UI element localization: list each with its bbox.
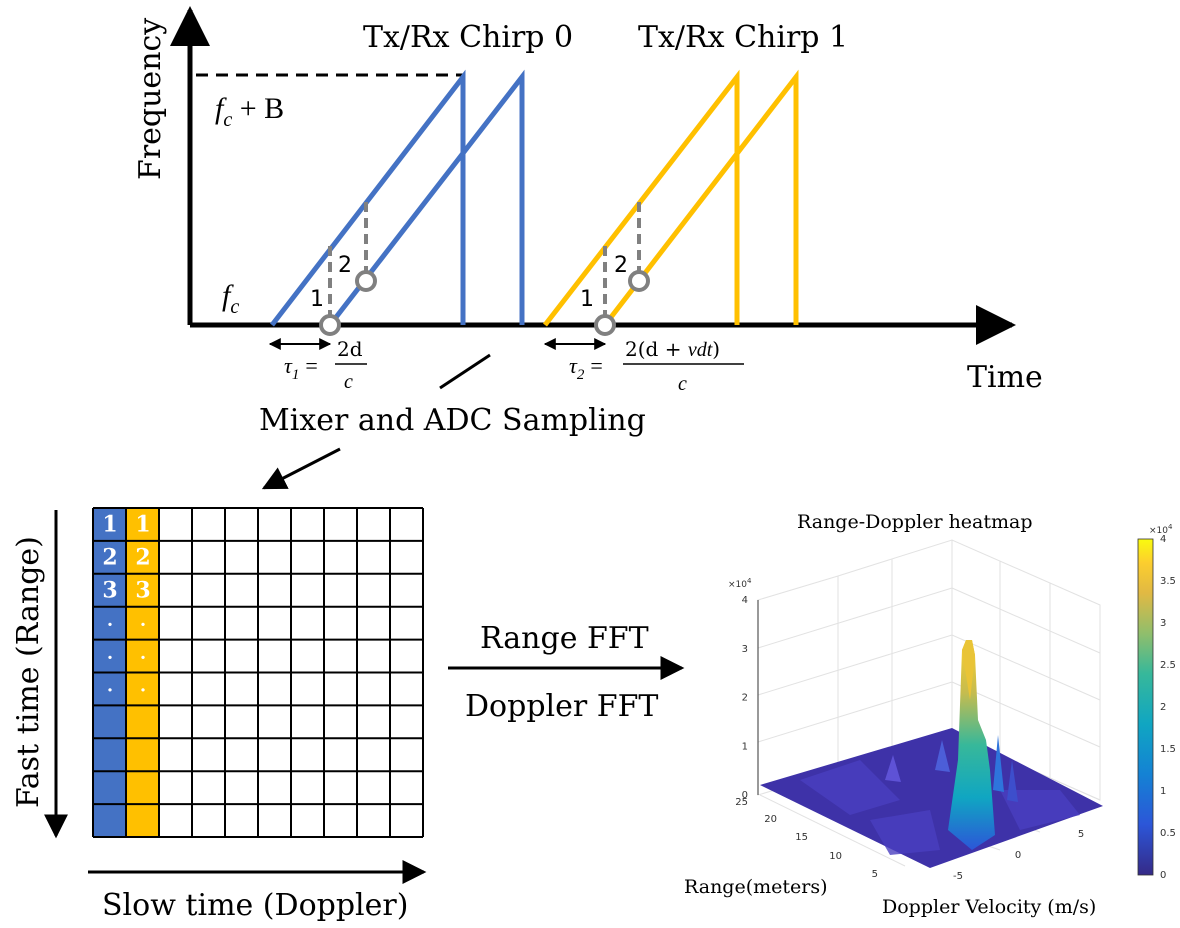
heatmap-main-peak: [948, 640, 995, 850]
colorbar-tick-label: 2.5: [1160, 660, 1176, 671]
heatmap-z-axis: ×104 0 1 2 3 4: [728, 577, 759, 801]
svg-text:2(d + vdt): 2(d + vdt): [625, 337, 720, 361]
fft-step: Range FFT Doppler FFT: [448, 621, 685, 724]
sample-label-1: 1: [580, 287, 594, 312]
sample-marker-1: [319, 314, 341, 336]
heatmap-surface-noise: [800, 760, 1080, 855]
chirp-0-label: Tx/Rx Chirp 0: [363, 20, 573, 55]
time-axis-label: Time: [967, 360, 1043, 395]
colorbar-tick-label: 1.5: [1160, 744, 1176, 755]
chirp-1: [543, 69, 799, 327]
doppler-fft-label: Doppler FFT: [465, 689, 658, 724]
tau-2-annotation: τ2 = 2(d + vdt) c: [543, 337, 744, 395]
svg-text:2d: 2d: [337, 337, 363, 361]
range-fft-label: Range FFT: [480, 621, 649, 656]
chirp-1-tx: [543, 69, 740, 327]
z-exponent: ×104: [728, 577, 752, 590]
chirp-0-rx: [328, 69, 525, 327]
frequency-axis-label: Frequency: [133, 18, 168, 180]
mixer-adc-step: Mixer and ADC Sampling: [259, 353, 646, 490]
sample-label-2: 2: [338, 253, 352, 278]
sample-marker-2: [628, 270, 650, 292]
heatmap-doppler-axis: -5 0 5 Doppler Velocity (m/s): [882, 829, 1096, 918]
fc-plus-b-label: fc + B: [215, 92, 284, 131]
matrix-sample-label: ·: [107, 680, 113, 701]
doppler-tick-label: 0: [1015, 850, 1021, 861]
z-tick-label: 4: [742, 595, 748, 606]
slow-time-label: Slow time (Doppler): [102, 888, 408, 923]
matrix-sample-label: 2: [102, 545, 117, 571]
range-tick-label: 5: [872, 869, 878, 880]
svg-text:c: c: [678, 373, 687, 395]
matrix-sample-label: ·: [140, 614, 146, 635]
colorbar-tick-label: 0.5: [1160, 828, 1176, 839]
heatmap-small-peaks: [885, 735, 1018, 802]
matrix-grid: [92, 507, 424, 838]
range-doppler-heatmap: Range-Doppler heatmap: [684, 511, 1176, 918]
fast-time-label: Fast time (Range): [11, 536, 46, 808]
z-tick-label: 0: [742, 790, 748, 801]
range-tick-label: 25: [735, 797, 748, 808]
sample-label-2: 2: [614, 253, 628, 278]
colorbar-tick-label: 4: [1160, 534, 1166, 545]
matrix-sample-label: 1: [135, 512, 150, 538]
sample-marker-1: [594, 314, 616, 336]
doppler-axis-label: Doppler Velocity (m/s): [882, 896, 1096, 918]
matrix-sample-label: ·: [107, 614, 113, 635]
z-tick-label: 2: [742, 693, 748, 704]
colorbar-tick-label: 3.5: [1160, 576, 1176, 587]
chirp-0-sample-markers: 1 2: [310, 200, 377, 336]
matrix-sample-label: 3: [135, 577, 150, 603]
chirp-1-label: Tx/Rx Chirp 1: [638, 20, 848, 55]
chirp-1-sample-markers: 1 2: [580, 200, 650, 336]
svg-text:τ2=: τ2 =: [569, 353, 603, 383]
matrix-sample-label: 2: [135, 545, 150, 571]
fc-label: fc: [222, 279, 239, 318]
doppler-tick-label: 5: [1078, 829, 1084, 840]
heatmap-surface: [760, 728, 1103, 868]
chirp-1-rx: [603, 69, 799, 327]
matrix-sample-label: ·: [140, 680, 146, 701]
colorbar-tick-label: 1: [1160, 786, 1166, 797]
matrix-sample-label: ·: [140, 647, 146, 668]
matrix-sample-labels: 1 12 23 3· ·· ·· ·: [102, 512, 150, 702]
heatmap-title: Range-Doppler heatmap: [797, 511, 1033, 533]
colorbar-tick-label: 3: [1160, 618, 1166, 629]
matrix-sample-label: 1: [102, 512, 117, 538]
range-axis-label: Range(meters): [684, 876, 828, 898]
chirp-chart: Frequency Time fc + B fc Tx/Rx Chirp 0 T…: [133, 6, 1043, 395]
range-tick-label: 15: [795, 832, 808, 843]
colorbar-tick-label: 2: [1160, 702, 1166, 713]
sample-marker-2: [355, 270, 377, 292]
tau-1-annotation: τ1 = 2d c: [268, 337, 367, 393]
colorbar-tick-label: 0: [1160, 870, 1166, 881]
heatmap-colorbar: ×104 0 0.5 1 1.5 2 2.5 3 3.5 4: [1137, 523, 1176, 881]
chirp-0: [270, 69, 525, 327]
colorbar-exponent: ×104: [1149, 523, 1173, 536]
z-tick-label: 1: [742, 741, 748, 752]
svg-text:τ1=: τ1 =: [284, 353, 318, 383]
mixer-adc-label: Mixer and ADC Sampling: [259, 403, 646, 438]
doppler-tick-label: -5: [953, 871, 963, 882]
sample-label-1: 1: [310, 287, 324, 312]
matrix-sample-label: ·: [107, 647, 113, 668]
matrix-sample-label: 3: [102, 577, 117, 603]
chirp-0-tx: [270, 69, 466, 327]
range-tick-label: 20: [764, 814, 777, 825]
range-tick-label: 10: [829, 851, 842, 862]
heatmap-range-axis: 25 20 15 10 5 Range(meters): [684, 797, 878, 898]
z-tick-label: 3: [742, 644, 748, 655]
svg-text:c: c: [344, 371, 353, 393]
